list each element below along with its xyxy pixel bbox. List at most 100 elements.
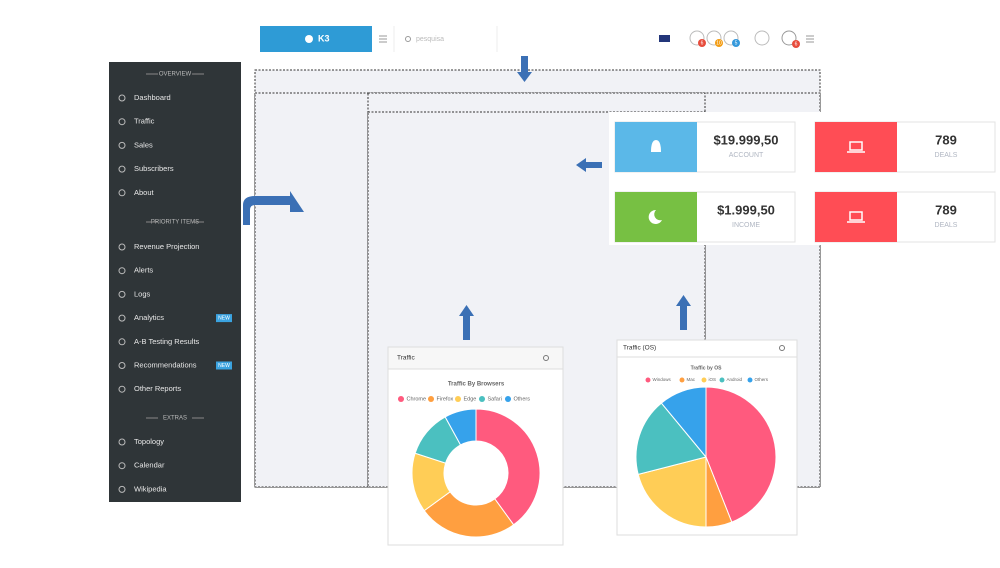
legend-label[interactable]: Firefox — [437, 396, 454, 402]
legend-swatch — [504, 395, 512, 403]
stat-value: $19.999,50 — [713, 132, 778, 147]
menu-item[interactable]: Calendar — [134, 461, 165, 470]
search-icon — [405, 36, 411, 42]
legend-swatch — [427, 395, 435, 403]
badge-bg — [216, 314, 232, 323]
legend-label[interactable]: Others — [514, 396, 531, 402]
legend-label[interactable]: Safari — [488, 396, 502, 402]
menu-icon — [118, 338, 126, 346]
stat-value: $1.999,50 — [717, 202, 775, 217]
panel-title: Traffic — [397, 355, 415, 362]
laptop-icon — [849, 211, 863, 221]
menu-item[interactable]: Alerts — [134, 266, 153, 275]
menu-icon — [118, 141, 126, 149]
pie-slice[interactable] — [705, 386, 777, 523]
search-input[interactable]: pesquisa — [416, 36, 444, 43]
sidebar — [109, 62, 241, 502]
moon-icon — [648, 209, 662, 224]
pie-slice[interactable] — [423, 491, 515, 538]
menu-icon — [118, 485, 126, 493]
pie-slice[interactable] — [637, 456, 707, 528]
pie-slice[interactable] — [475, 408, 541, 526]
panel-header — [387, 346, 564, 370]
stat-icon-bg — [815, 122, 897, 172]
menu-icon — [118, 290, 126, 298]
pie-slice[interactable] — [660, 386, 707, 459]
badge-dot — [715, 39, 723, 47]
stat-icon-bg — [815, 192, 897, 242]
stat-label: INCOME — [732, 222, 760, 229]
section-title: PRIORITY ITEMS — [151, 220, 199, 226]
menu-item[interactable]: Traffic — [134, 117, 155, 126]
flag[interactable] — [659, 35, 670, 42]
menu-item[interactable]: Wikipedia — [134, 484, 167, 493]
menu-item[interactable]: Recommendations — [134, 360, 197, 369]
legend-label[interactable]: Edge — [464, 396, 477, 402]
menu-item[interactable]: Subscribers — [134, 164, 174, 173]
menu-icon — [118, 462, 126, 470]
arrow-left — [576, 158, 602, 172]
stat-icon-bg — [615, 192, 697, 242]
menu-icon — [118, 165, 126, 173]
chart-title: Traffic By Browsers — [448, 382, 505, 388]
menu-item[interactable]: Topology — [134, 437, 164, 446]
legend-label[interactable]: Android — [727, 377, 743, 382]
badge-bg — [216, 361, 232, 370]
arrow-curved — [243, 191, 304, 225]
stat-label: DEALS — [935, 152, 958, 159]
logo-box[interactable] — [260, 26, 372, 52]
menu-item[interactable]: Revenue Projection — [134, 242, 199, 251]
menu-item[interactable]: A-B Testing Results — [134, 337, 200, 346]
arrow-down — [517, 56, 532, 82]
menu-badge: NEW — [218, 315, 230, 321]
stat-label: ACCOUNT — [729, 152, 764, 159]
menu-icon — [118, 94, 126, 102]
menu-icon — [118, 189, 126, 197]
badge-dot — [732, 39, 740, 47]
menu-item[interactable]: Other Reports — [134, 384, 181, 393]
settings-icon[interactable] — [754, 30, 770, 46]
menu-icon — [118, 314, 126, 322]
avatar-badge: 6 — [795, 41, 798, 47]
menu-icon — [118, 243, 126, 251]
avatar[interactable] — [781, 30, 797, 46]
legend-swatch — [719, 377, 725, 383]
menu-icon — [118, 267, 126, 275]
menu-icon[interactable] — [379, 35, 387, 43]
legend-label[interactable]: Others — [755, 377, 769, 382]
menu-item[interactable]: Analytics — [134, 313, 164, 322]
panel-settings[interactable] — [779, 345, 785, 351]
panel-title: Traffic (OS) — [623, 345, 656, 352]
badge: 5 — [735, 40, 738, 46]
logo: K3 — [318, 33, 330, 43]
legend-swatch — [478, 395, 486, 403]
menu-icon[interactable] — [806, 35, 814, 43]
menu-item[interactable]: About — [134, 188, 155, 197]
legend-swatch — [454, 395, 462, 403]
badge-dot — [698, 39, 706, 47]
laptop-icon — [849, 141, 863, 151]
legend-swatch — [679, 377, 685, 383]
legend-swatch — [397, 395, 405, 403]
badge: 6 — [701, 40, 704, 46]
legend-swatch — [701, 377, 707, 383]
legend-label[interactable]: Windows — [653, 377, 672, 382]
pie-slice[interactable] — [444, 408, 477, 446]
arrow-up — [459, 305, 474, 340]
legend-label[interactable]: Mac — [687, 377, 696, 382]
panel-settings[interactable] — [543, 355, 549, 361]
menu-item[interactable]: Dashboard — [134, 93, 171, 102]
legend-swatch — [645, 377, 651, 383]
section-title: OVERVIEW — [159, 72, 192, 78]
menu-item[interactable]: Logs — [134, 289, 151, 298]
menu-badge: NEW — [218, 363, 230, 369]
menu-icon — [118, 438, 126, 446]
legend-label[interactable]: iOS — [709, 377, 717, 382]
legend-swatch — [747, 377, 753, 383]
menu-item[interactable]: Sales — [134, 140, 153, 149]
legend-label[interactable]: Chrome — [407, 396, 427, 402]
stat-label: DEALS — [935, 222, 958, 229]
arrow-up — [676, 295, 691, 330]
pie-slice[interactable] — [635, 402, 707, 476]
